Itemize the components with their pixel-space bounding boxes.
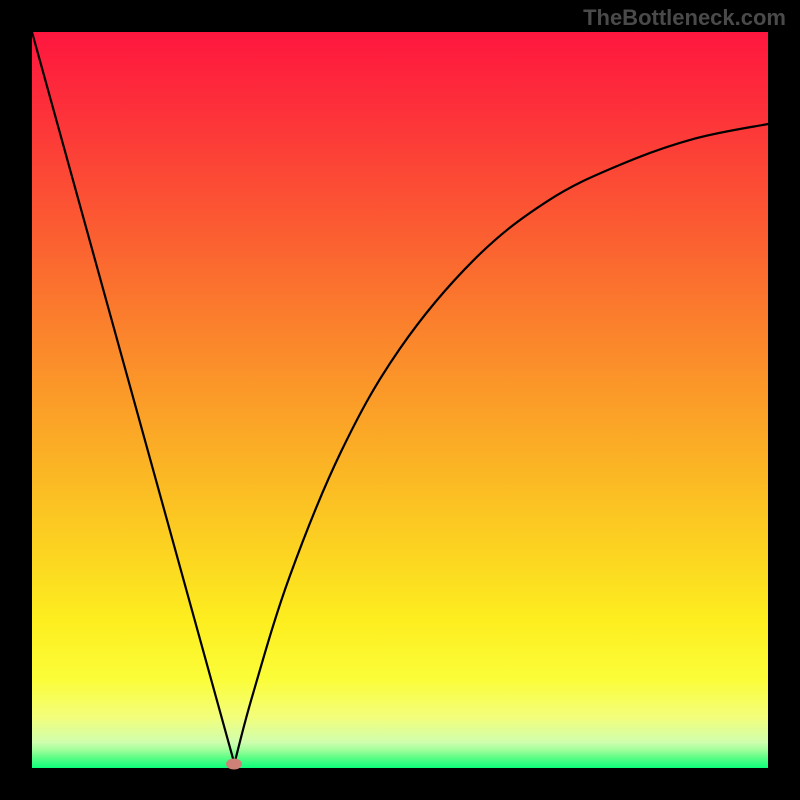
chart-frame: TheBottleneck.com <box>0 0 800 800</box>
bottleneck-curve <box>32 32 768 768</box>
vertex-marker <box>226 758 242 769</box>
plot-area <box>32 32 768 768</box>
watermark-text: TheBottleneck.com <box>583 5 786 31</box>
